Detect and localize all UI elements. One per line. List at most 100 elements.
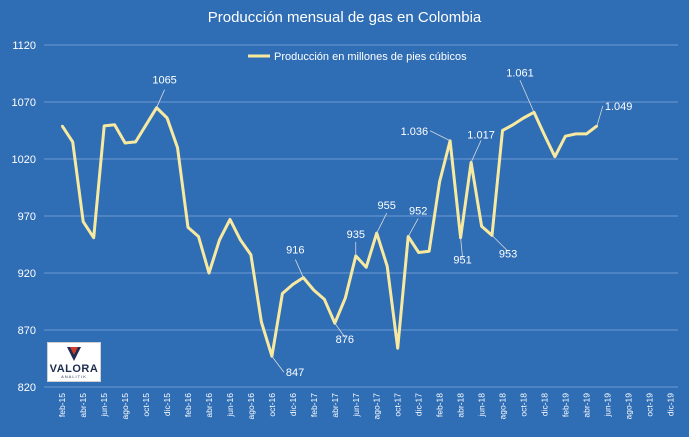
x-tick-label: jun-15 [99, 393, 109, 418]
valora-logo: VALORA ANALITIK [47, 342, 101, 382]
data-label: 876 [336, 334, 354, 346]
annotation-leader [429, 130, 451, 142]
data-point [92, 236, 95, 239]
x-tick-label: oct-16 [267, 393, 277, 417]
y-axis: 820 870 920 970 1020 1070 1120 [12, 40, 36, 394]
data-label: 952 [409, 206, 427, 218]
data-point [312, 288, 316, 292]
series-line [60, 106, 598, 358]
data-label: 1065 [152, 75, 176, 87]
data-label: 951 [453, 255, 471, 267]
data-label: 1.049 [605, 101, 633, 113]
x-tick-label: ago-18 [498, 393, 508, 420]
annotation-leader [470, 140, 482, 163]
x-axis: feb-15 abr-15 jun-15 ago-15 oct-15 dic-15 feb-… [57, 393, 675, 420]
x-tick-label: ago-17 [372, 393, 382, 420]
data-point [543, 133, 546, 137]
data-point [281, 292, 284, 295]
x-tick-label: jun-17 [351, 393, 361, 418]
annotation-leader [491, 235, 509, 252]
x-tick-label: abr-17 [330, 393, 340, 418]
x-tick-label: abr-18 [456, 393, 466, 418]
y-tick-label: 870 [18, 325, 36, 337]
data-point [186, 226, 190, 229]
x-tick-label: dic-16 [288, 393, 298, 416]
x-tick-label: feb-18 [435, 393, 445, 417]
data-point [480, 225, 483, 228]
data-point [574, 132, 578, 136]
data-label: 916 [286, 245, 304, 257]
y-tick-label: 1120 [12, 40, 36, 52]
legend: Producción en millones de pies cúbicos [248, 51, 467, 63]
y-tick-label: 1020 [12, 154, 36, 166]
data-point [197, 235, 200, 238]
grid-layer [44, 44, 678, 388]
data-point [585, 132, 588, 136]
legend-label: Producción en millones de pies cúbicos [274, 51, 467, 63]
data-point [344, 296, 347, 300]
data-point [511, 123, 515, 127]
x-tick-label: oct-18 [518, 393, 528, 417]
data-point [81, 220, 85, 223]
data-point [417, 251, 420, 254]
x-tick-label: abr-19 [581, 393, 591, 418]
annotation-leader [460, 237, 463, 258]
data-point [228, 218, 232, 221]
data-point [165, 116, 169, 120]
y-tick-label: 970 [18, 211, 36, 223]
annotation-leader [334, 322, 346, 338]
data-label: 847 [286, 367, 304, 379]
x-tick-label: feb-15 [57, 393, 67, 417]
data-point [61, 124, 64, 128]
x-tick-label: jun-19 [602, 393, 612, 418]
annotation-leader [294, 259, 304, 278]
data-point [134, 140, 137, 144]
annotation-layer: 1065 847 916 876 935 955 952 1.036 951 1.017 953 1.… [152, 67, 632, 379]
x-tick-label: ago-15 [120, 393, 130, 420]
x-tick-label: oct-15 [141, 393, 151, 417]
y-tick-label: 920 [18, 268, 36, 280]
annotation-leader [156, 89, 165, 108]
data-point [239, 238, 242, 242]
data-point [123, 141, 127, 145]
annotation-leader [376, 212, 388, 234]
x-tick-label: dic-15 [162, 393, 172, 416]
data-label: 1.017 [467, 129, 495, 141]
data-point [71, 140, 74, 144]
x-tick-label: dic-18 [539, 393, 549, 416]
series-layer [60, 106, 599, 358]
logo-subtext: ANALITIK [61, 374, 87, 379]
x-tick-label: jun-16 [225, 393, 235, 418]
x-tick-label: abr-16 [204, 393, 214, 418]
y-tick-label: 1070 [12, 97, 36, 109]
data-label: 1.061 [506, 67, 534, 79]
data-point [396, 347, 399, 350]
x-tick-label: abr-15 [78, 393, 88, 418]
data-point [249, 253, 253, 256]
chart-title: Producción mensual de gas en Colombia [208, 9, 482, 26]
annotation-leader [271, 355, 285, 373]
x-tick-label: dic-17 [414, 393, 424, 416]
data-point [553, 155, 557, 158]
data-point [386, 264, 389, 268]
x-tick-label: feb-17 [309, 393, 319, 417]
data-point [207, 271, 211, 275]
data-point [522, 116, 525, 120]
data-point [102, 124, 106, 128]
x-tick-label: ago-16 [246, 393, 256, 420]
data-point [113, 123, 116, 127]
data-label: 935 [347, 229, 365, 241]
x-tick-label: oct-19 [644, 393, 654, 417]
x-tick-label: feb-19 [560, 393, 570, 417]
data-point [218, 238, 221, 242]
data-point [176, 146, 179, 149]
annotation-leader [407, 218, 419, 237]
data-point [564, 135, 567, 138]
data-point [323, 298, 326, 301]
data-point [365, 266, 368, 269]
x-tick-label: oct-17 [393, 393, 403, 417]
data-point [144, 123, 148, 127]
logo-text: VALORA [49, 363, 99, 375]
